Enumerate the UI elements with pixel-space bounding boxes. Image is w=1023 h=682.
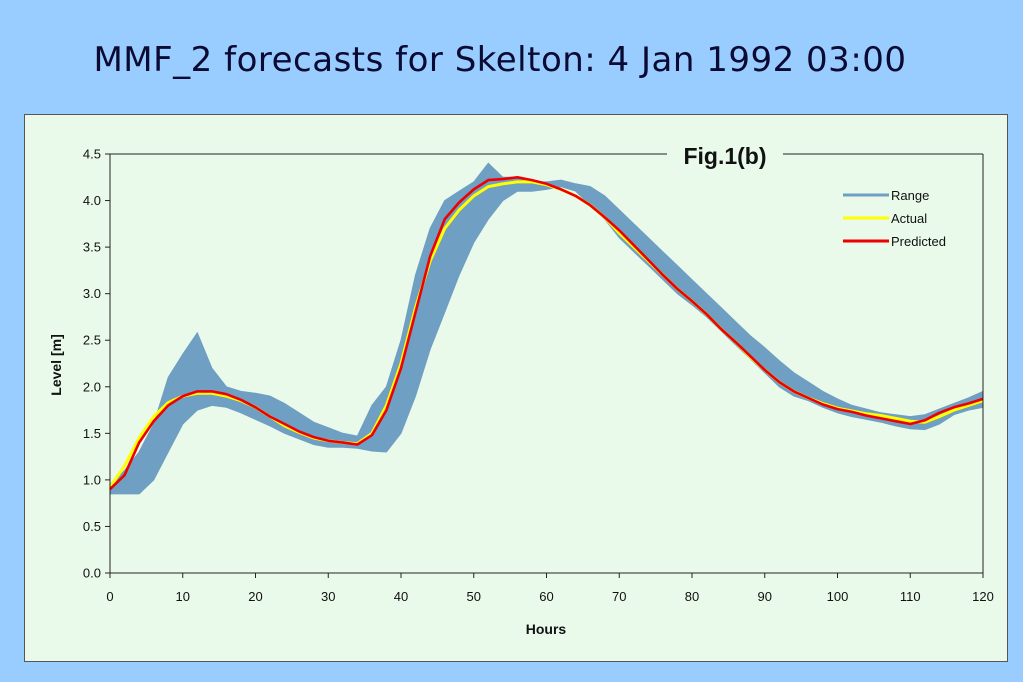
y-tick-label: 1.5 [83,426,101,441]
series-range-band [109,162,984,495]
x-tick-label: 70 [612,589,626,604]
series-actual-line [108,180,984,489]
y-tick-label: 0.0 [83,566,101,581]
chart-panel: 0.0 0.5 1.0 1.5 2.0 2.5 3.0 3.5 4.0 4.5 0 10 20 30 40 5… [24,114,1008,662]
x-tick-label: 40 [394,589,408,604]
x-tick-label: 80 [685,589,699,604]
y-axis-title: Level [m] [48,334,64,395]
x-tick-label: 90 [758,589,772,604]
x-axis-title: Hours [526,621,567,637]
plot-layer [108,162,984,495]
chart-svg: 0.0 0.5 1.0 1.5 2.0 2.5 3.0 3.5 4.0 4.5 0 10 20 30 40 5… [48,141,994,637]
y-tick-label: 3.0 [83,286,101,301]
x-tick-label: 100 [827,589,849,604]
x-tick-label: 50 [467,589,481,604]
x-tick-label: 30 [321,589,335,604]
legend-label-predicted: Predicted [891,234,946,249]
x-tick-label: 110 [900,589,921,604]
axis-layer: 0.0 0.5 1.0 1.5 2.0 2.5 3.0 3.5 4.0 4.5 0 10 20 30 40 5… [83,147,994,605]
y-tick-label: 2.0 [83,379,101,394]
x-tick-label: 10 [176,589,190,604]
y-tick-label: 1.0 [83,472,101,487]
x-tick-label: 0 [106,589,113,604]
legend-label-range: Range [891,188,929,203]
x-tick-label: 60 [539,589,553,604]
fig-label-group: Fig.1(b) [667,141,783,171]
series-predicted-line [109,175,984,491]
legend: Range Actual Predicted [843,188,946,249]
y-tick-label: 0.5 [83,519,101,534]
y-tick-label: 2.5 [83,333,101,348]
legend-label-actual: Actual [891,211,927,226]
x-tick-label: 20 [248,589,262,604]
y-tick-label: 3.5 [83,240,101,255]
slide-title: MMF_2 forecasts for Skelton: 4 Jan 1992 … [93,40,907,80]
fig-label-background [667,141,783,171]
y-tick-label: 4.5 [83,147,101,162]
x-tick-label: 120 [972,589,994,604]
chart-title: Fig.1(b) [683,143,766,169]
y-tick-label: 4.0 [83,193,101,208]
